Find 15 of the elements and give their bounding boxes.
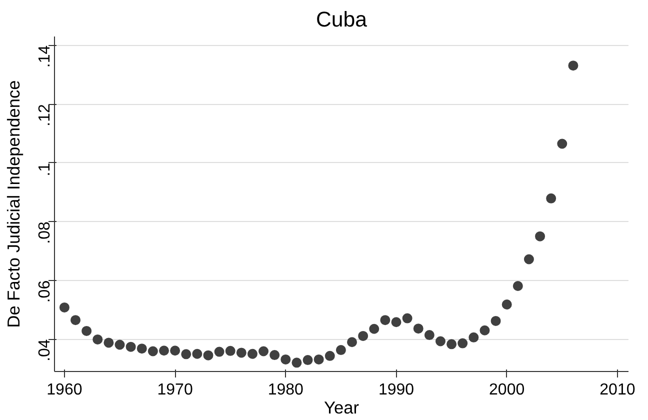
chart-title: Cuba [316,8,368,32]
y-tick-label: .06 [36,280,54,303]
y-tick-label: .04 [36,339,54,362]
y-tick-label: .12 [36,104,54,126]
y-tick-label: .08 [36,222,54,244]
x-tick-label: 1980 [268,382,304,398]
y-axis-title: De Facto Judicial Independence [4,80,24,328]
x-tick-label: 1990 [378,382,414,398]
x-tick-label: 2000 [489,382,525,398]
y-tick-label: .1 [36,162,54,176]
x-tick-label: 1960 [46,382,82,398]
x-axis-title: Year [324,398,360,418]
x-tick-label: 1970 [157,382,193,398]
x-tick-label: 2010 [600,382,636,398]
y-tick-label: .14 [36,45,54,68]
